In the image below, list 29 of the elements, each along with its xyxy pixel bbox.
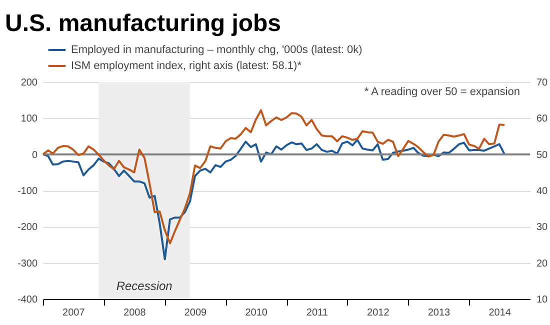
y-tick-label: -300 xyxy=(17,258,38,270)
y-tick-label: 100 xyxy=(20,114,38,125)
y-tick-label: 0 xyxy=(32,150,38,161)
x-tick-label: 2013 xyxy=(428,308,451,318)
y-tick-label: -400 xyxy=(17,294,38,306)
band-label: Recession xyxy=(116,279,173,293)
line-series xyxy=(42,109,506,244)
x-tick-label: 2007 xyxy=(62,308,86,318)
y2-tick-label: 30 xyxy=(536,222,548,234)
x-tick-label: 2010 xyxy=(245,308,268,318)
annotation: * A reading over 50 = expansion xyxy=(364,86,520,98)
y-tick-label: 200 xyxy=(20,78,38,88)
x-tick-label: 2011 xyxy=(306,308,328,318)
chart-title: U.S. manufacturing jobs xyxy=(5,10,282,37)
y2-tick-label: 70 xyxy=(536,78,548,88)
y-tick-label: -100 xyxy=(17,186,38,197)
legend-label: Employed in manufacturing – monthly chg, '000s (latest: 0k) xyxy=(71,44,362,56)
y2-tick-label: 60 xyxy=(536,114,548,125)
x-tick-label: 2014 xyxy=(488,308,512,318)
y2-tick-label: 50 xyxy=(536,150,548,161)
y2-tick-label: 40 xyxy=(536,186,548,197)
y-tick-label: -200 xyxy=(17,222,38,234)
x-tick-label: 2008 xyxy=(124,308,146,318)
line-series xyxy=(42,138,506,260)
y2-tick-label: 10 xyxy=(536,294,548,306)
y2-tick-label: 20 xyxy=(536,258,548,270)
x-tick-label: 2009 xyxy=(184,308,208,318)
x-tick-label: 2012 xyxy=(367,308,390,318)
legend-label: ISM employment index, right axis (latest: 58.1)* xyxy=(71,60,302,72)
